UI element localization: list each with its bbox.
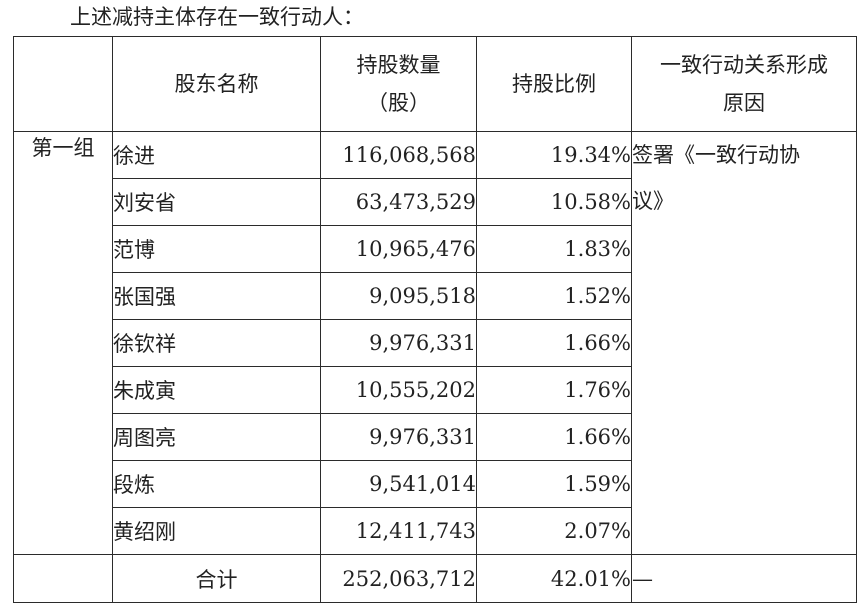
table-row: 徐钦祥 9,976,331 1.66% <box>14 319 857 367</box>
ratio-value: 1.76% <box>476 366 632 414</box>
header-reason-line1: 一致行动关系形成 <box>660 53 828 77</box>
shareholder-name: 黄绍刚 <box>112 507 321 555</box>
shares-value: 63,473,529 <box>320 178 477 226</box>
ratio-value: 10.58% <box>476 178 632 226</box>
header-shares: 持股数量 （股） <box>320 36 477 132</box>
total-row: 合计 252,063,712 42.01% — <box>13 554 857 603</box>
ratio-value: 1.83% <box>476 225 632 273</box>
table-row: 段炼 9,541,014 1.59% <box>14 460 857 508</box>
table-row: 第一组 徐进 116,068,568 19.34% 签署《一致行动协 议》 <box>13 131 857 555</box>
reason-line1: 签署《一致行动协 <box>632 143 801 167</box>
header-ratio: 持股比例 <box>476 36 632 132</box>
shares-value: 9,976,331 <box>320 319 477 367</box>
header-shares-line2: （股） <box>367 91 430 115</box>
header-group <box>13 36 113 132</box>
shares-value: 10,555,202 <box>320 366 477 414</box>
intro-text: 上述减持主体存在一致行动人： <box>70 5 364 29</box>
shareholder-name: 段炼 <box>112 460 321 508</box>
ratio-value: 1.66% <box>476 319 632 367</box>
shares-value: 116,068,568 <box>320 131 477 179</box>
shareholder-name: 徐钦祥 <box>112 319 321 367</box>
shareholder-name: 徐进 <box>112 131 321 179</box>
shareholder-name: 范博 <box>112 225 321 273</box>
header-shares-line1: 持股数量 <box>356 53 441 77</box>
ratio-value: 1.59% <box>476 460 632 508</box>
reason-cell: 签署《一致行动协 议》 <box>631 131 857 555</box>
shareholder-name: 朱成寅 <box>112 366 321 414</box>
ratio-value: 2.07% <box>476 507 632 555</box>
ratio-value: 19.34% <box>476 131 632 179</box>
ratio-value: 1.52% <box>476 272 632 320</box>
table-row: 刘安省 63,473,529 10.58% <box>14 178 857 226</box>
total-reason: — <box>631 554 857 603</box>
table-row: 周图亮 9,976,331 1.66% <box>14 413 857 461</box>
table-row: 朱成寅 10,555,202 1.76% <box>14 366 857 414</box>
shares-value: 9,095,518 <box>320 272 477 320</box>
group-label: 第一组 <box>13 131 113 555</box>
header-reason: 一致行动关系形成 原因 <box>631 36 857 132</box>
shareholder-name: 刘安省 <box>112 178 321 226</box>
shares-value: 10,965,476 <box>320 225 477 273</box>
shareholder-name: 张国强 <box>112 272 321 320</box>
total-group-cell <box>13 554 113 603</box>
table-header-row: 股东名称 持股数量 （股） 持股比例 一致行动关系形成 原因 <box>13 36 857 132</box>
total-ratio: 42.01% <box>476 554 632 603</box>
shares-value: 9,976,331 <box>320 413 477 461</box>
header-reason-line2: 原因 <box>723 91 765 115</box>
header-shareholder-name: 股东名称 <box>112 36 321 132</box>
shares-value: 9,541,014 <box>320 460 477 508</box>
total-shares: 252,063,712 <box>320 554 477 603</box>
shares-value: 12,411,743 <box>320 507 477 555</box>
ratio-value: 1.66% <box>476 413 632 461</box>
reason-line2: 议》 <box>632 189 675 213</box>
total-label: 合计 <box>112 554 321 603</box>
concerted-action-table: 股东名称 持股数量 （股） 持股比例 一致行动关系形成 原因 第一组 徐进 11… <box>13 36 857 603</box>
shareholder-name: 周图亮 <box>112 413 321 461</box>
table-row: 黄绍刚 12,411,743 2.07% <box>14 507 857 555</box>
